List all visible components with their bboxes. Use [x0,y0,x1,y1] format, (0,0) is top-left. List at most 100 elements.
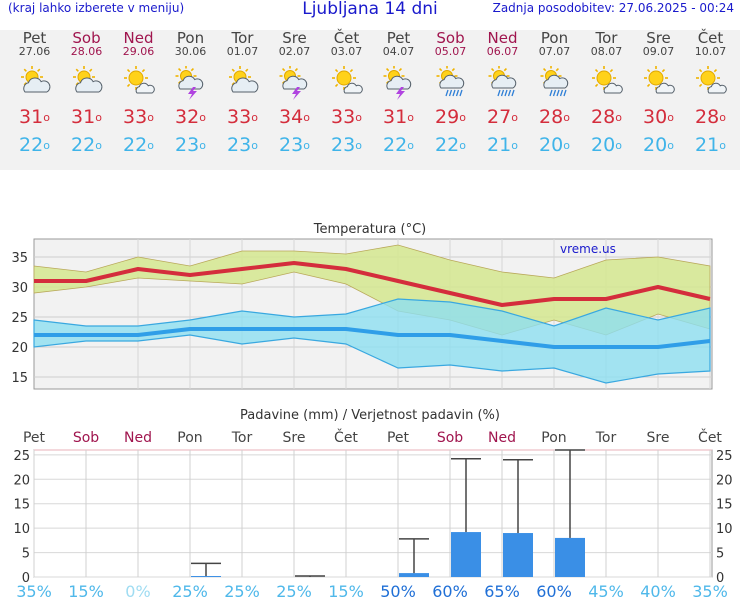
max-temp-value: 31 [71,106,96,128]
day-name: Sob [436,29,465,47]
max-temp: 33o [123,106,154,128]
min-temp: 20o [643,134,674,156]
x-tick-label: Pon [541,430,566,446]
min-temp: 22o [435,134,466,156]
max-temp-value: 31 [383,106,408,128]
day-name: Čet [697,29,724,47]
y-tick-label-right: 0 [716,571,724,586]
min-temp-line [34,327,711,349]
day-name: Pet [22,29,47,47]
rain-sun-icon [433,65,469,97]
x-tick-label: Čet [698,428,722,446]
plot-area [33,449,713,578]
page-title: Ljubljana 14 dni [302,0,438,19]
max-temp-value: 31 [19,106,44,128]
watermark: vreme.us [560,242,616,256]
precip-probability-label: 25% [224,582,260,600]
min-temp-value: 23 [331,134,356,156]
sun-small-cloud-icon [329,66,365,96]
min-temp-value: 20 [643,134,668,156]
day-column: Ned 06.07 27o 21o [477,30,529,156]
y-tick-label: 20 [13,473,30,488]
min-temp: 23o [175,134,206,156]
x-tick-label: Čet [334,428,358,446]
max-temp: 33o [331,106,362,128]
day-date: 27.06 [18,45,51,58]
day-column: Sob 28.06 31o 22o [61,30,113,156]
day-name: Tor [231,29,254,47]
day-date: 04.07 [382,45,415,58]
day-date: 02.07 [278,45,311,58]
max-temp-value: 32 [175,106,200,128]
min-temp-value: 23 [227,134,252,156]
y-tick-label: 0 [22,571,30,586]
min-temp-value: 23 [279,134,304,156]
precip-bar [503,533,533,577]
precip-probability-label: 50% [380,582,416,600]
min-temp: 22o [71,134,102,156]
day-column: Sre 09.07 30o 20o [633,30,685,156]
precip-probability-label: 40% [640,582,676,600]
partly-cloudy-sun-icon [17,66,53,96]
day-date: 06.07 [486,45,519,58]
max-temp: 31o [71,106,102,128]
day-date: 28.06 [70,45,103,58]
day-name: Čet [333,29,360,47]
max-temp-value: 28 [591,106,616,128]
min-temp: 20o [591,134,622,156]
location-menu-hint[interactable]: (kraj lahko izberete v meniju) [8,1,185,15]
day-name: Sob [72,29,101,47]
x-tick-label: Tor [595,430,617,446]
y-tick-label: 20 [11,341,28,356]
precip-probability-label: 0% [125,582,150,600]
day-column: Tor 08.07 28o 20o [581,30,633,156]
min-temp-value: 22 [383,134,408,156]
x-tick-label: Ned [124,430,152,446]
max-temp-value: 29 [435,106,460,128]
max-temp: 28o [539,106,570,128]
partly-cloudy-sun-icon [69,66,105,96]
max-temp: 32o [175,106,206,128]
header: (kraj lahko izberete v meniju) Ljubljana… [0,0,740,22]
temperature-chart: Temperatura (°C) 15 20 25 30 35 vreme.us [11,222,713,390]
max-temp-value: 28 [539,106,564,128]
x-tick-label: Pon [177,430,202,446]
x-tick-label: Sre [647,430,670,446]
day-date: 01.07 [226,45,259,58]
precip-probability-label: 15% [328,582,364,600]
y-tick-label: 30 [11,281,28,296]
y-tick-label: 25 [13,449,30,464]
chart-title: Padavine (mm) / Verjetnost padavin (%) [240,408,500,423]
precip-bar [399,573,429,577]
precip-probability-label: 15% [68,582,104,600]
x-tick-label: Pet [387,430,410,446]
daily-forecast-strip: Pet 27.06 31o 22o Sob 28.06 31o 22o Ned 29.06 33o 2… [0,30,740,170]
day-date: 30.06 [174,45,207,58]
precip-bar [555,537,585,577]
max-temp: 31o [383,106,414,128]
y-tick-label-right: 5 [716,547,724,562]
max-temp-value: 34 [279,106,304,128]
max-temp: 27o [487,106,518,128]
precip-probability-label: 60% [536,582,572,600]
rain-sun-icon [537,65,573,97]
day-date: 09.07 [642,45,675,58]
max-temp-value: 27 [487,106,512,128]
precip-probability-label: 60% [432,582,468,600]
precip-probability-label: 35% [692,582,728,600]
max-temp: 28o [695,106,726,128]
min-temp: 21o [695,134,726,156]
min-temp: 23o [331,134,362,156]
precip-probability-label: 25% [172,582,208,600]
day-column: Tor 01.07 33o 23o [217,30,269,156]
chart-title: Temperatura (°C) [313,222,426,237]
y-tick-label-right: 10 [716,522,733,537]
y-tick-label: 10 [13,522,30,537]
day-name: Sre [646,29,671,47]
day-column: Čet 03.07 33o 23o [321,30,373,156]
min-temp-value: 21 [487,134,512,156]
day-column: Ned 29.06 33o 22o [113,30,165,156]
min-temp-value: 21 [695,134,720,156]
day-column: Pet 04.07 31o 22o [373,30,425,156]
y-tick-label-right: 15 [716,498,733,513]
